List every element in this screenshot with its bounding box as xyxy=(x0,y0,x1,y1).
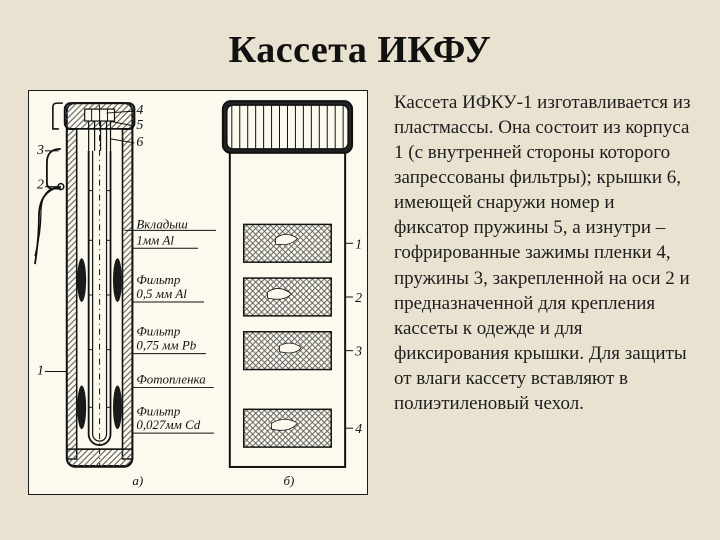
diagram-figure: 4 5 6 3 2 1 Вкладыш 1мм Al Фильтр 0,5 мм… xyxy=(28,90,368,495)
right-num-3: 3 xyxy=(354,345,362,360)
filter-label-5: Фильтр 0,027мм Cd xyxy=(132,403,214,433)
filter-label-2-line2: 0,5 мм Al xyxy=(136,286,187,301)
callout-6: 6 xyxy=(136,135,143,150)
window-1 xyxy=(244,224,331,262)
filter-label-1-line2: 1мм Al xyxy=(136,232,174,247)
diagram-svg: 4 5 6 3 2 1 Вкладыш 1мм Al Фильтр 0,5 мм… xyxy=(29,91,367,494)
callout-4: 4 xyxy=(136,103,143,118)
right-num-1: 1 xyxy=(355,237,362,252)
filter-label-1-line1: Вкладыш xyxy=(136,216,188,231)
subfig-a: а) xyxy=(132,473,143,488)
filter-label-3: Фильтр 0,75 мм Pb xyxy=(132,324,206,354)
filter-label-3-line1: Фильтр xyxy=(136,324,180,339)
right-num-2: 2 xyxy=(355,291,362,306)
slide: Кассета ИКФУ xyxy=(0,0,720,540)
filter-label-4: Фотопленка xyxy=(132,371,214,387)
slide-title: Кассета ИКФУ xyxy=(0,0,720,72)
callout-5: 5 xyxy=(136,118,143,133)
filter-label-5-line1: Фильтр xyxy=(136,403,180,418)
filter-label-2-line1: Фильтр xyxy=(136,272,180,287)
filter-label-1: Вкладыш 1мм Al xyxy=(124,216,215,248)
window-2 xyxy=(244,278,331,316)
callout-1: 1 xyxy=(37,364,44,379)
window-4 xyxy=(244,409,331,447)
filter-label-5-line2: 0,027мм Cd xyxy=(136,417,200,432)
content-row: 4 5 6 3 2 1 Вкладыш 1мм Al Фильтр 0,5 мм… xyxy=(0,72,720,495)
right-num-4: 4 xyxy=(355,422,362,437)
filter-label-3-line2: 0,75 мм Pb xyxy=(136,338,196,353)
callout-3: 3 xyxy=(36,143,44,158)
callout-2: 2 xyxy=(37,178,44,193)
description-text: Кассета ИФКУ-1 изготавливается из пластм… xyxy=(368,90,692,416)
window-3 xyxy=(244,332,331,370)
subfig-b: б) xyxy=(283,473,294,488)
filter-label-2: Фильтр 0,5 мм Al xyxy=(132,272,204,302)
filter-label-4-line1: Фотопленка xyxy=(136,371,205,386)
